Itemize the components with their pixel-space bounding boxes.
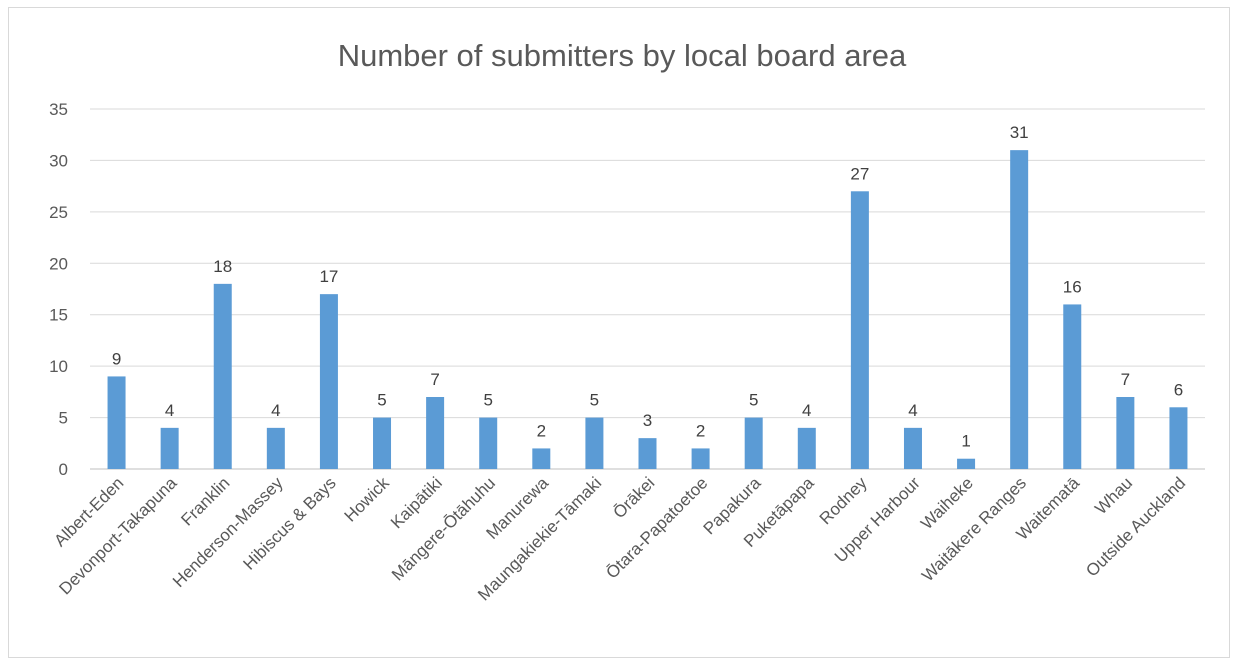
x-axis-ticks: Albert-EdenDevonport-TakapunaFranklinHen… [50, 473, 1189, 604]
bar [957, 458, 976, 469]
bar [850, 191, 869, 470]
y-tick-label: 15 [49, 306, 68, 325]
bar [1063, 304, 1082, 469]
bar [1010, 150, 1029, 469]
x-tick-label: Ōtara-Papatoetoe [602, 473, 711, 582]
y-tick-label: 0 [59, 460, 68, 479]
x-tick-label: Howick [341, 473, 394, 526]
bar [638, 438, 657, 469]
data-label: 17 [319, 267, 338, 286]
data-label: 7 [1121, 370, 1130, 389]
bar [107, 376, 126, 469]
bar [479, 417, 498, 469]
data-label: 2 [696, 421, 705, 440]
bar [1116, 397, 1135, 469]
bar [426, 397, 445, 469]
bar [160, 427, 179, 469]
x-tick-label: Hibiscus & Bays [239, 473, 339, 573]
bar [373, 417, 392, 469]
bar [319, 294, 338, 469]
bar [903, 427, 922, 469]
bar [532, 448, 551, 469]
data-label: 2 [537, 421, 546, 440]
data-label: 4 [908, 401, 917, 420]
chart-title: Number of submitters by local board area [338, 38, 907, 73]
data-label: 7 [430, 370, 439, 389]
bars [107, 150, 1188, 470]
data-label: 18 [213, 257, 232, 276]
bar [691, 448, 710, 469]
data-label: 4 [271, 401, 280, 420]
y-tick-label: 20 [49, 254, 68, 273]
data-label: 3 [643, 411, 652, 430]
y-tick-label: 5 [59, 409, 68, 428]
data-label: 9 [112, 349, 121, 368]
data-label: 31 [1010, 123, 1029, 142]
data-label: 5 [377, 391, 386, 410]
data-label: 6 [1174, 380, 1183, 399]
y-tick-label: 10 [49, 357, 68, 376]
y-tick-label: 30 [49, 151, 68, 170]
data-label: 16 [1063, 277, 1082, 296]
data-label: 5 [749, 391, 758, 410]
bar [266, 427, 285, 469]
bar [797, 427, 816, 469]
data-label: 27 [850, 164, 869, 183]
bar [744, 417, 763, 469]
data-label: 1 [961, 432, 970, 451]
x-tick-label: Whau [1091, 473, 1136, 518]
y-tick-label: 25 [49, 203, 68, 222]
data-label: 5 [483, 391, 492, 410]
y-tick-label: 35 [49, 100, 68, 119]
bar [1169, 407, 1188, 469]
data-label: 4 [165, 401, 174, 420]
bar [585, 417, 604, 469]
x-tick-label: Outside Auckland [1082, 473, 1189, 580]
data-label: 4 [802, 401, 811, 420]
bar [213, 283, 232, 469]
x-tick-label: Ōrākei [609, 473, 658, 522]
y-axis-ticks: 0 5 10 15 20 25 30 35 [49, 100, 68, 479]
data-labels: 9 4 18 4 17 5 7 5 2 5 3 2 5 4 27 4 1 31 16 7 6 [112, 123, 1183, 451]
data-label: 5 [590, 391, 599, 410]
